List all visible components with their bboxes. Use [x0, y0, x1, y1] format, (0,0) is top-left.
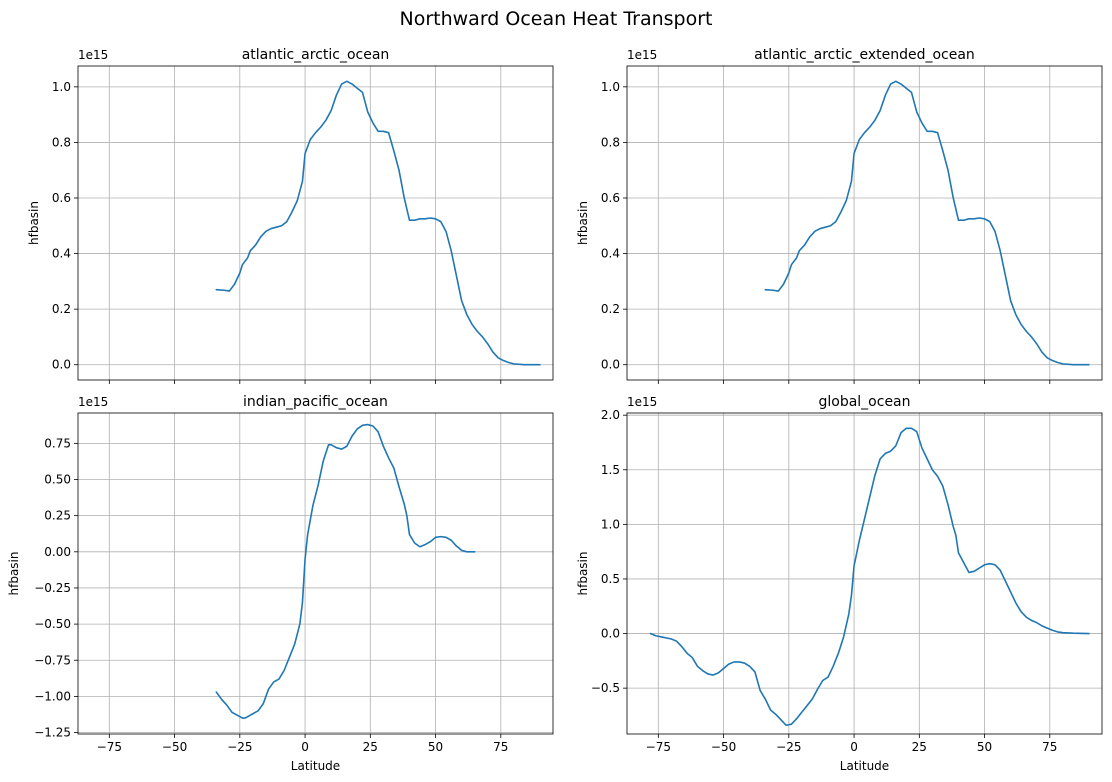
y-tick-label: −1.00	[34, 689, 71, 703]
x-tick-label: −75	[97, 740, 122, 754]
axis-offset-label: 1e15	[78, 48, 108, 62]
x-tick-label: 75	[493, 740, 508, 754]
x-tick-label: −25	[776, 740, 801, 754]
y-tick-label: 1.0	[601, 80, 620, 94]
subplot-title: global_ocean	[818, 394, 910, 410]
y-tick-label: 0.2	[52, 302, 71, 316]
axis-offset-label: 1e15	[627, 395, 657, 409]
x-tick-label: 25	[912, 740, 927, 754]
series-line-indian-pacific	[215, 423, 476, 719]
y-tick-label: 0.0	[52, 358, 71, 372]
subplot-atlantic-arctic-extended: 0.0 0.2 0.4 0.6 0.8 1.0 atlantic_arctic_extend…	[576, 47, 1103, 384]
y-tick-label: 0.5	[601, 572, 620, 586]
y-tick-label: 1.0	[52, 80, 71, 94]
figure-title: Northward Ocean Heat Transport	[400, 8, 713, 30]
subplot-grid: 0.0 0.2 0.4 0.6 0.8 1.0 atlantic_arctic_ocean 1…	[7, 47, 1103, 773]
axis-offset-label: 1e15	[627, 48, 657, 62]
y-tick-label: 0.6	[52, 191, 71, 205]
x-tick-label: 50	[428, 740, 443, 754]
subplot-global: −75 −50 −25 0 25 50 75 −0.5 0.0 0.5 1.0 1.5 2.0 globa…	[576, 394, 1103, 773]
x-tick-label: −50	[162, 740, 187, 754]
axes-frame	[77, 412, 554, 735]
y-tick-label: 0.25	[44, 509, 71, 523]
x-tick-label: 0	[850, 740, 858, 754]
subplot-title: indian_pacific_ocean	[243, 394, 388, 410]
series-line-global	[649, 427, 1090, 727]
y-tick-label: −1.25	[34, 726, 71, 740]
x-tick-label: −25	[227, 740, 252, 754]
x-tick-label: −50	[711, 740, 736, 754]
subplot-title: atlantic_arctic_ocean	[242, 47, 390, 63]
series-line-atlantic-arctic-extended	[764, 80, 1090, 366]
axes-frame	[626, 65, 1103, 381]
x-axis-label: Latitude	[291, 759, 340, 773]
x-tick-label: 75	[1042, 740, 1057, 754]
series-line-atlantic-arctic	[215, 80, 541, 366]
y-tick-label: 1.0	[601, 517, 620, 531]
x-tick-label: 25	[363, 740, 378, 754]
y-tick-label: 0.0	[601, 358, 620, 372]
y-tick-label: −0.5	[591, 681, 620, 695]
y-tick-label: 0.0	[601, 627, 620, 641]
y-tick-label: −0.75	[34, 653, 71, 667]
y-tick-label: −0.25	[34, 581, 71, 595]
subplot-atlantic-arctic: 0.0 0.2 0.4 0.6 0.8 1.0 atlantic_arctic_ocean 1…	[27, 47, 554, 384]
y-tick-label: 2.0	[601, 408, 620, 422]
subplot-title: atlantic_arctic_extended_ocean	[754, 47, 975, 63]
axis-offset-label: 1e15	[78, 395, 108, 409]
y-tick-label: 0.8	[52, 135, 71, 149]
y-axis-label: hfbasin	[27, 201, 41, 245]
axes-frame	[626, 412, 1103, 735]
y-axis-label: hfbasin	[576, 201, 590, 245]
y-tick-label: 0.2	[601, 302, 620, 316]
axes-frame	[77, 65, 554, 381]
subplot-indian-pacific: −75 −50 −25 0 25 50 75 −1.25 −1.00 −0.75 −0.50 −0.2…	[7, 394, 554, 773]
x-tick-label: 0	[301, 740, 309, 754]
y-tick-label: 0.8	[601, 135, 620, 149]
x-tick-label: −75	[646, 740, 671, 754]
y-tick-label: 0.4	[601, 247, 620, 261]
y-tick-label: 0.4	[52, 247, 71, 261]
y-tick-label: −0.50	[34, 617, 71, 631]
y-tick-label: 0.6	[601, 191, 620, 205]
y-axis-label: hfbasin	[7, 552, 21, 596]
y-tick-label: 0.00	[44, 545, 71, 559]
y-tick-label: 0.50	[44, 473, 71, 487]
y-axis-label: hfbasin	[576, 552, 590, 596]
y-tick-label: 1.5	[601, 463, 620, 477]
x-axis-label: Latitude	[840, 759, 889, 773]
x-tick-label: 50	[977, 740, 992, 754]
y-tick-label: 0.75	[44, 436, 71, 450]
